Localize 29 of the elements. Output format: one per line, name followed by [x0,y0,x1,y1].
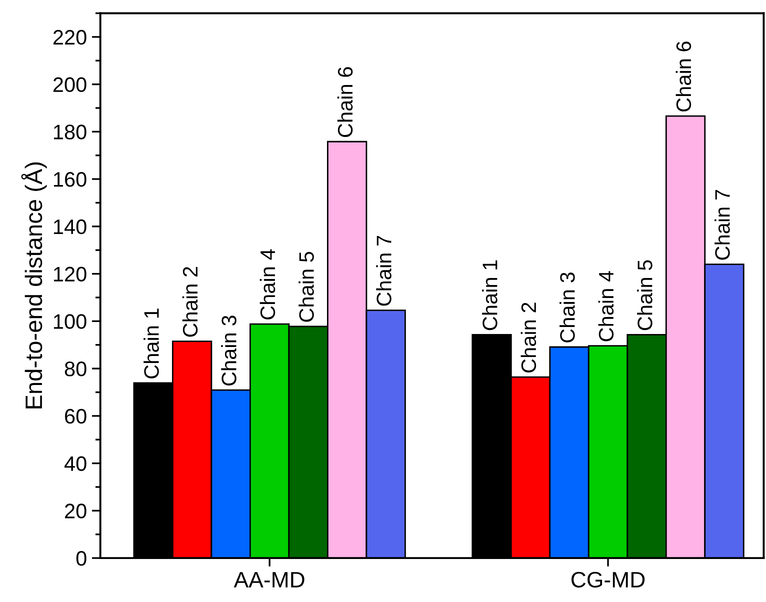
y-tick-label: 220 [53,30,86,45]
x-tick-label: CG-MD [572,572,645,588]
text: Chain 3 [560,272,575,342]
text: Chain 6 [337,67,353,138]
y-tick-label: 160 [54,172,86,187]
text: Chain 4 [260,249,276,320]
y-tick-label: 60 [65,408,86,424]
y-tick-label: 100 [54,314,86,329]
text: Chain 6 [676,42,692,112]
y-tick-label: 140 [54,219,86,234]
text: Chain 2 [182,267,198,337]
x-tick-label: AA-MD [234,572,304,588]
y-tick-label: 80 [64,362,86,376]
y-tick-label: 180 [54,124,86,140]
y-tick-label: 200 [53,77,86,92]
text: Chain 1 [482,260,498,330]
text: Chain 7 [714,190,730,260]
text: Chain 3 [221,316,236,386]
text: Chain 5 [298,252,314,322]
text: Chain 1 [144,308,159,378]
y-tick-label: 40 [64,456,86,472]
text: Chain 2 [520,302,536,372]
text: Chain 5 [637,260,652,330]
text: Chain 4 [598,271,614,342]
y-tick-label: 20 [65,504,86,518]
y-tick-label: 0 [76,551,86,566]
y-axis-title: End-to-end distance (Å) [21,162,47,408]
text: Chain 7 [376,236,392,306]
y-tick-label: 120 [54,266,86,282]
